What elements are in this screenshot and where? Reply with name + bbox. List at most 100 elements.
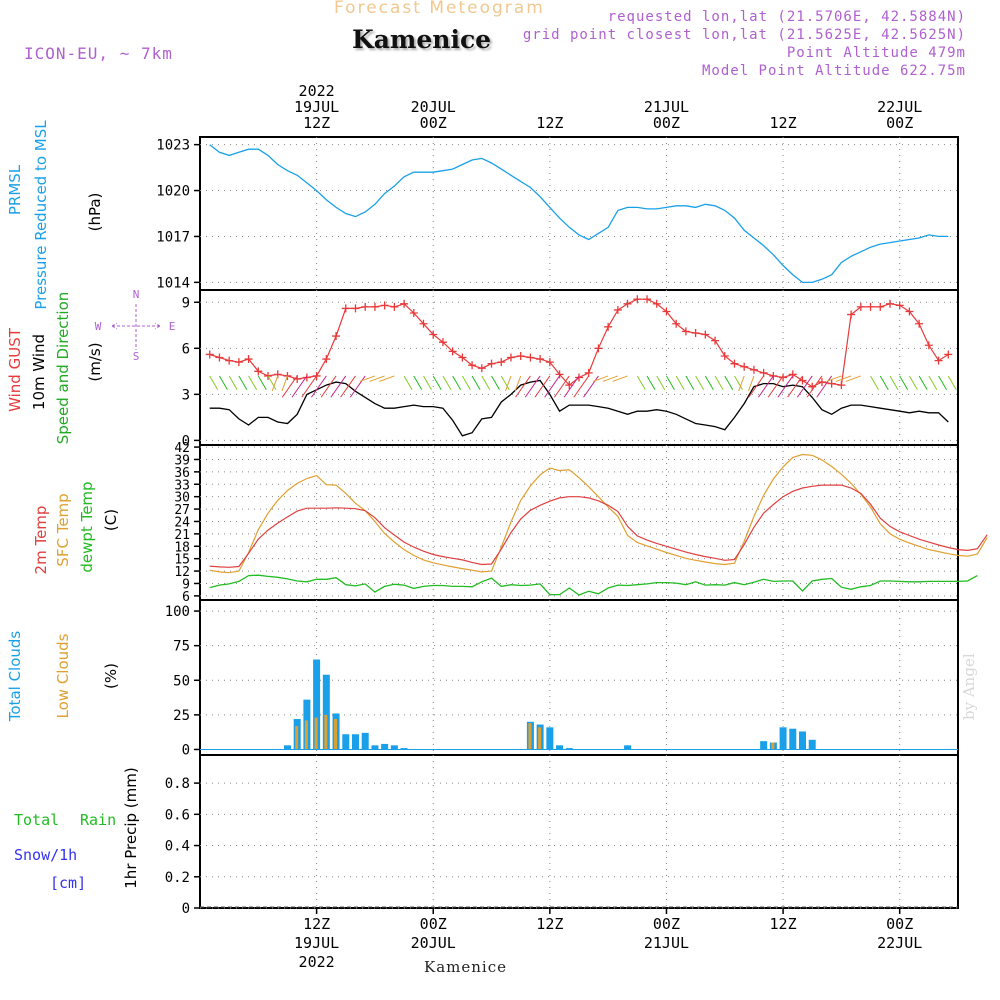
wind-barb	[748, 375, 765, 398]
gust-marker	[390, 302, 399, 311]
wind-barb	[870, 375, 879, 391]
wind-barb	[281, 375, 298, 398]
wind-barb	[271, 375, 279, 392]
wind-barb	[403, 375, 413, 391]
point-altitude: Point Altitude 479m	[786, 45, 966, 61]
wind-barb	[330, 375, 347, 398]
bottom-axis-label: 00Z	[653, 915, 680, 933]
y-tick-label: 36	[174, 466, 190, 481]
gust-marker	[711, 336, 720, 345]
gust-marker	[575, 373, 583, 382]
top-axis-label: 00Z	[653, 114, 680, 132]
compass-arrows	[111, 304, 161, 350]
wind-barb	[573, 375, 590, 398]
wind-barb	[879, 375, 889, 391]
wind-barb	[452, 375, 462, 391]
bottom-axis-label: 00Z	[420, 915, 447, 933]
wind-barb	[947, 375, 957, 391]
gust-marker	[536, 355, 545, 364]
label-total: Total	[14, 811, 59, 829]
gust-marker	[885, 299, 894, 308]
bottom-axis-label: 22JUL	[877, 934, 922, 952]
requested-coords: requested lon,lat (21.5706E, 42.5884N)	[607, 9, 966, 25]
y-tick-label: 21	[174, 528, 190, 543]
grid-point-coords: grid point closest lon,lat (21.5625E, 42…	[522, 27, 966, 43]
wind-barb	[928, 375, 938, 391]
gust-marker	[817, 378, 826, 387]
wind-barb	[777, 375, 794, 398]
y-tick-label: 9	[182, 577, 190, 592]
wind-barb	[291, 375, 308, 398]
wind-barb	[685, 375, 695, 391]
gust-marker	[662, 307, 671, 316]
gust-marker	[370, 302, 379, 311]
footer-station: Kamenice	[424, 958, 507, 976]
gust-marker	[526, 353, 535, 362]
wind-barb	[505, 375, 512, 392]
wind-barb	[442, 375, 452, 391]
total-cloud-bar	[556, 745, 564, 750]
wind-barb	[592, 375, 609, 382]
total-cloud-bar	[779, 727, 787, 750]
gust-marker	[856, 302, 865, 311]
gust-marker	[205, 350, 214, 359]
total-cloud-bar	[381, 743, 389, 750]
wind-barb	[349, 375, 366, 398]
gust-marker	[497, 358, 506, 367]
bottom-axis-label: 12Z	[536, 915, 563, 933]
low-cloud-bar	[314, 717, 318, 750]
wind-barb	[267, 375, 277, 391]
y-tick-label: 1014	[156, 275, 190, 291]
compass-s: S	[133, 350, 140, 363]
total-cloud-bar	[342, 734, 350, 750]
y-tick-label: 0.2	[165, 870, 190, 886]
gust-marker	[837, 381, 846, 390]
y-tick-label: 24	[174, 515, 190, 530]
wind-barb	[359, 375, 376, 382]
wind-speed-line	[209, 379, 949, 437]
label-low-clouds: Low Clouds	[54, 633, 72, 718]
label-c: (C)	[102, 509, 120, 531]
compass-n: N	[133, 288, 140, 301]
y-tick-label: 15	[174, 553, 190, 568]
bottom-axis-label: 20JUL	[411, 934, 456, 952]
gust-marker	[905, 307, 914, 316]
y-tick-label: 1023	[156, 138, 190, 154]
gust-marker	[516, 351, 525, 360]
total-cloud-bar	[313, 659, 321, 750]
gust-marker	[244, 355, 253, 364]
wind-barb	[636, 375, 646, 391]
gust-marker	[759, 368, 768, 377]
label-cm: [cm]	[50, 874, 86, 892]
y-tick-label: 39	[174, 453, 190, 468]
gust-marker	[847, 310, 856, 319]
gust-marker	[322, 355, 331, 364]
wind-barb	[602, 375, 619, 382]
wind-barb	[423, 375, 432, 391]
label-ms: (m/s)	[86, 342, 104, 381]
y-tick-label: 25	[173, 708, 190, 724]
gust-marker	[332, 332, 341, 341]
gust-marker	[215, 353, 224, 362]
label-total-clouds: Total Clouds	[6, 631, 24, 723]
wind-barb	[738, 375, 745, 392]
label-wind-gust: Wind GUST	[6, 327, 24, 412]
wind-barb	[553, 375, 570, 398]
temp-2m-line	[209, 484, 988, 568]
wind-barb	[563, 375, 580, 398]
wind-barb	[835, 375, 852, 382]
gust-marker	[740, 362, 749, 371]
gust-marker	[643, 295, 652, 304]
wind-barb	[311, 375, 327, 398]
y-tick-label: 27	[174, 503, 190, 518]
gust-marker	[361, 302, 370, 311]
pressure-line	[209, 144, 949, 284]
gust-marker	[254, 367, 263, 376]
label-percent: (%)	[102, 663, 120, 689]
wind-barb	[413, 375, 423, 391]
wind-barb	[666, 375, 675, 391]
low-cloud-bar	[295, 725, 299, 750]
gust-marker	[779, 373, 788, 382]
gust-marker	[827, 379, 836, 388]
y-tick-label: 50	[173, 673, 190, 689]
